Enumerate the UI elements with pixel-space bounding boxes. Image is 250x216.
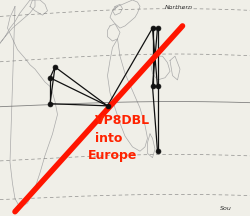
Text: into: into — [95, 132, 122, 145]
Text: Sou: Sou — [220, 205, 232, 211]
Text: Northern: Northern — [165, 5, 193, 10]
Text: Europe: Europe — [88, 149, 137, 162]
Text: VP8DBL: VP8DBL — [95, 114, 150, 127]
